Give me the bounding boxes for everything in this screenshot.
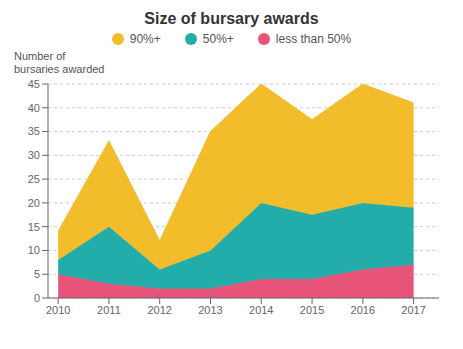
svg-text:0: 0 — [34, 292, 40, 304]
svg-text:2010: 2010 — [46, 304, 70, 316]
svg-text:15: 15 — [28, 221, 40, 233]
svg-text:2013: 2013 — [198, 304, 222, 316]
html-text:90%+: 90%+ — [129, 32, 161, 46]
svg-text:2015: 2015 — [300, 304, 324, 316]
svg-text:20: 20 — [28, 197, 40, 209]
svg-text:10: 10 — [28, 244, 40, 256]
html-text:Number of bursaries awarded: Number of bursaries awarded — [14, 50, 105, 75]
html-text:less than 50%: less than 50% — [275, 32, 352, 46]
svg-text:2011: 2011 — [97, 304, 121, 316]
svg-text:25: 25 — [28, 173, 40, 185]
svg-text:2016: 2016 — [351, 304, 375, 316]
html-text:50%+: 50%+ — [202, 32, 234, 46]
svg-text:35: 35 — [28, 125, 40, 137]
svg-text:2017: 2017 — [401, 304, 425, 316]
svg-text:2014: 2014 — [249, 304, 273, 316]
svg-text:2012: 2012 — [147, 304, 171, 316]
svg-text:30: 30 — [28, 149, 40, 161]
svg-text:45: 45 — [28, 78, 40, 90]
html-text:Size of bursary awards: Size of bursary awards — [144, 10, 319, 27]
svg-text:40: 40 — [28, 102, 40, 114]
svg-text:5: 5 — [34, 268, 40, 280]
